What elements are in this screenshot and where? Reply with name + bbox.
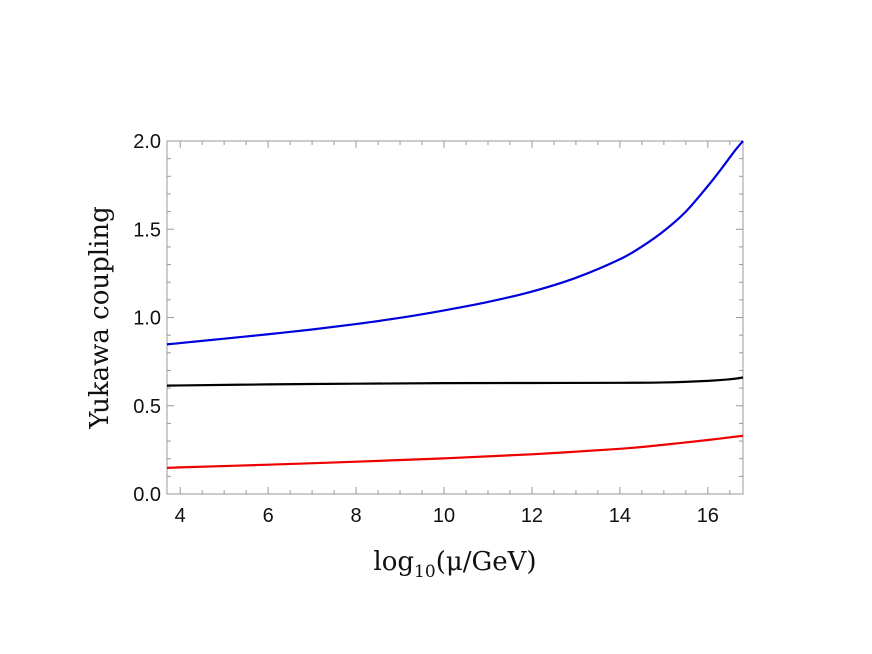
- x-axis-label-sub: 10: [414, 562, 436, 582]
- series-line-3: [166, 434, 744, 469]
- series-layer: [166, 140, 744, 469]
- x-axis-label-log: log: [373, 547, 414, 577]
- ticks-layer: [167, 140, 743, 495]
- x-tick-label: 4: [175, 505, 186, 527]
- labels-layer: 4 6 8 10 12 14 16 0.0 0.5 1.0 1.5 2.0: [133, 131, 719, 527]
- x-axis-label-rest: (μ/GeV): [436, 547, 537, 577]
- x-tick-label: 16: [697, 505, 719, 527]
- plot-frame: [166, 140, 744, 495]
- y-axis-label: Yukawa coupling: [85, 206, 115, 430]
- y-tick-label: 1.0: [133, 308, 161, 330]
- x-tick-label: 10: [433, 505, 455, 527]
- series-line-1: [166, 140, 744, 346]
- x-tick-label: 6: [263, 505, 274, 527]
- series-line-2: [166, 376, 744, 387]
- y-tick-label: 0.5: [133, 396, 161, 418]
- y-tick-label: 0.0: [133, 484, 161, 506]
- y-tick-label: 2.0: [133, 131, 161, 153]
- y-tick-label: 1.5: [133, 219, 161, 241]
- x-axis-label: log10(μ/GeV): [373, 547, 536, 582]
- x-tick-label: 12: [521, 505, 543, 527]
- x-tick-label: 14: [609, 505, 631, 527]
- x-tick-label: 8: [351, 505, 362, 527]
